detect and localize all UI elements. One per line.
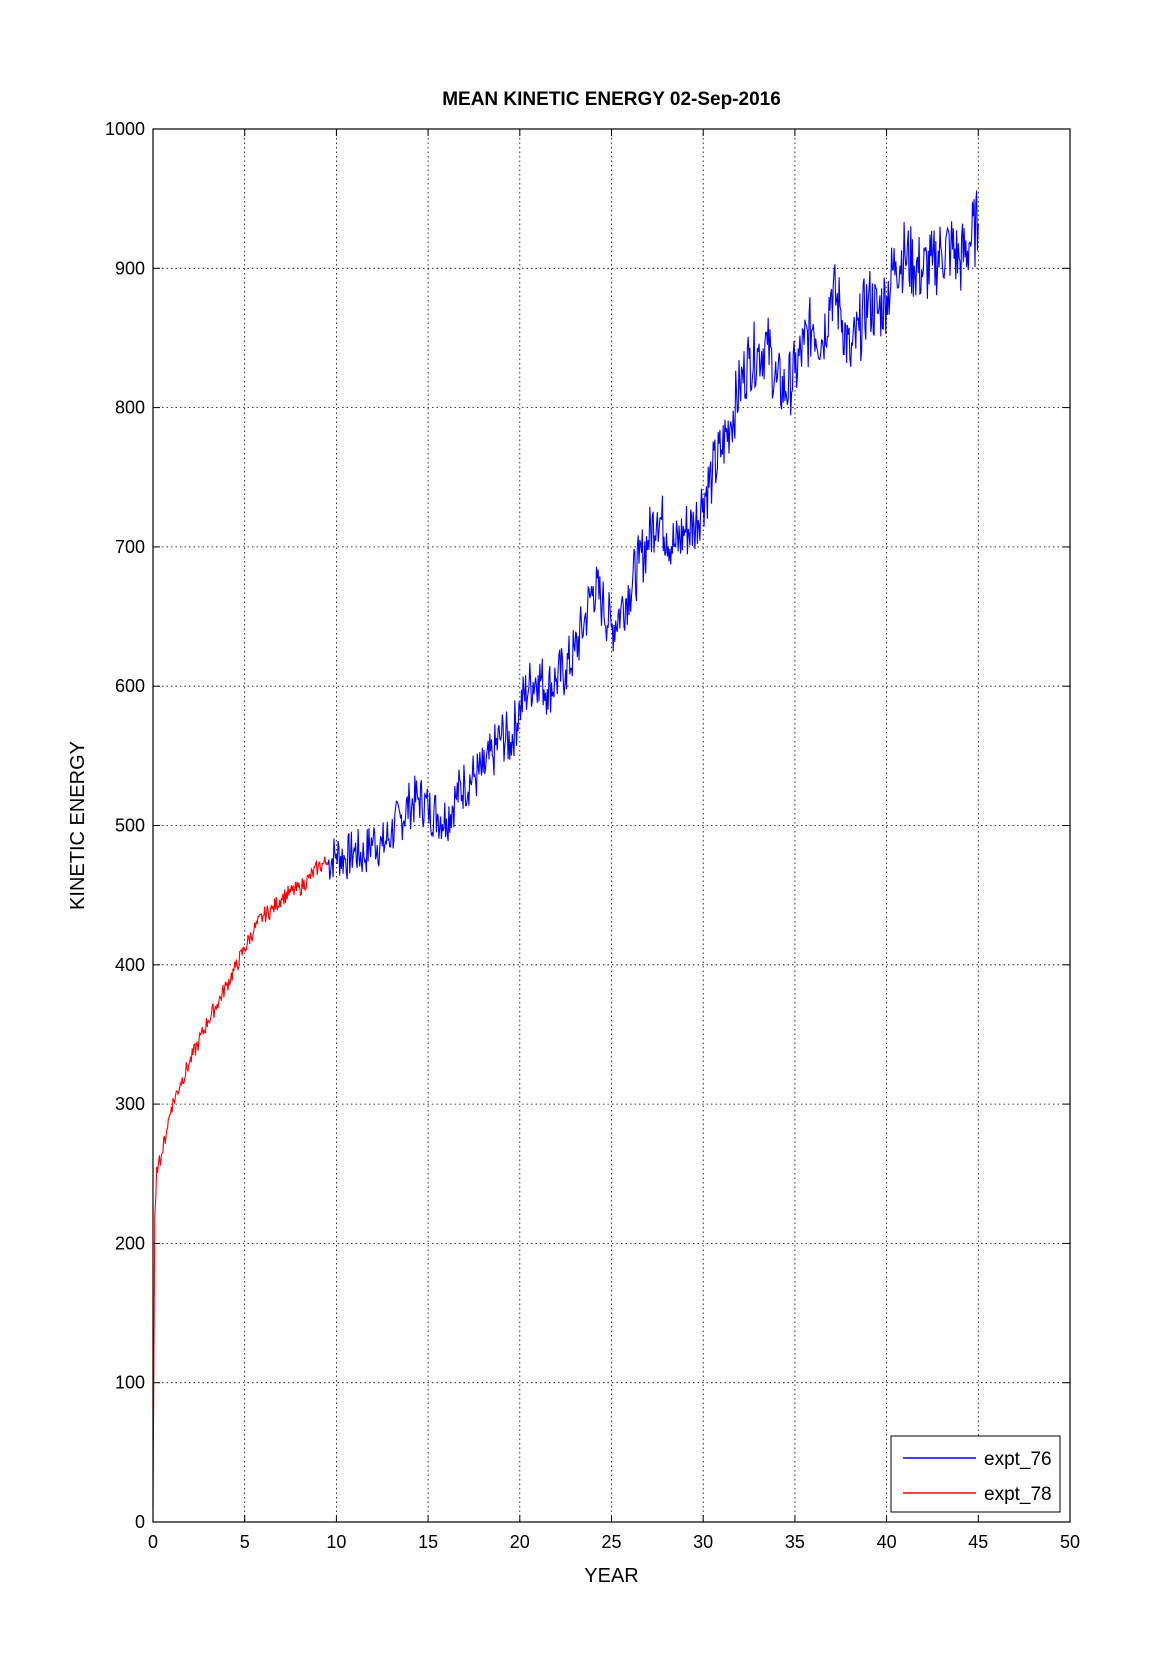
- series-layer: [152, 190, 979, 1509]
- x-tick-label: 20: [510, 1532, 530, 1552]
- x-tick-label: 45: [968, 1532, 988, 1552]
- legend: expt_76 expt_78: [890, 1435, 1061, 1513]
- chart-title: MEAN KINETIC ENERGY 02-Sep-2016: [442, 89, 781, 110]
- x-tick-label: 50: [1060, 1532, 1080, 1552]
- y-tick-label: 600: [115, 676, 145, 696]
- y-tick-label: 100: [115, 1373, 145, 1393]
- y-tick-label: 200: [115, 1233, 145, 1253]
- y-tick-label: 800: [115, 398, 145, 418]
- x-tick-label: 15: [418, 1532, 438, 1552]
- y-tick-label: 300: [115, 1094, 145, 1114]
- y-tick-label: 1000: [105, 119, 145, 139]
- y-tick-label: 0: [135, 1512, 145, 1532]
- x-tick-label: 35: [785, 1532, 805, 1552]
- x-tick-label: 5: [240, 1532, 250, 1552]
- y-tick-label: 900: [115, 258, 145, 278]
- y-tick-label: 400: [115, 955, 145, 975]
- y-tick-label: 500: [115, 816, 145, 836]
- x-tick-label: 25: [601, 1532, 621, 1552]
- series-line-expt_76: [326, 190, 979, 880]
- legend-label: expt_78: [984, 1484, 1052, 1505]
- legend-label: expt_76: [984, 1449, 1052, 1470]
- x-tick-label: 40: [877, 1532, 897, 1552]
- series-line-expt_78: [152, 856, 328, 1509]
- x-tick-label: 10: [326, 1532, 346, 1552]
- x-tick-label: 30: [693, 1532, 713, 1552]
- y-tick-label: 700: [115, 537, 145, 557]
- legend-box: [890, 1435, 1061, 1513]
- x-axis-label: YEAR: [584, 1565, 638, 1587]
- y-axis-label: KINETIC ENERGY: [67, 741, 89, 910]
- x-tick-label: 0: [148, 1532, 158, 1552]
- tick-layer: 0 5 10 15 20 25 30 35 40 45 5001002003004005006007…: [105, 119, 1080, 1552]
